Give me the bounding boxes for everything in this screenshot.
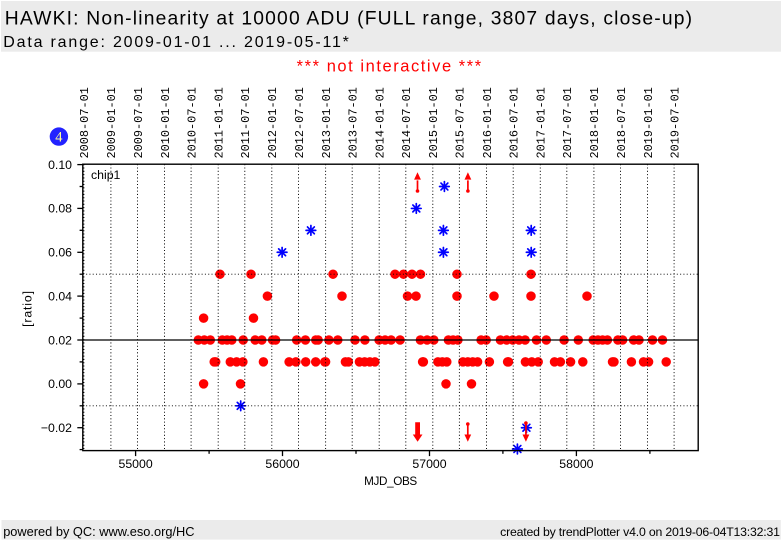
svg-text:0.10: 0.10 [48, 158, 72, 172]
svg-text:0.02: 0.02 [48, 333, 72, 347]
svg-text:2018-01-01: 2018-01-01 [588, 87, 602, 158]
svg-text:powered by QC: www.eso.org/HC: powered by QC: www.eso.org/HC [3, 524, 194, 539]
svg-text:0.00: 0.00 [48, 377, 72, 391]
svg-text:2010-01-01: 2010-01-01 [159, 87, 173, 158]
svg-text:0.06: 0.06 [48, 246, 72, 260]
svg-text:4: 4 [55, 130, 63, 146]
svg-text:2011-01-01: 2011-01-01 [213, 87, 227, 158]
svg-text:0.08: 0.08 [48, 202, 72, 216]
svg-text:2018-07-01: 2018-07-01 [615, 87, 629, 158]
svg-text:2017-07-01: 2017-07-01 [561, 87, 575, 158]
svg-text:−0.02: −0.02 [41, 421, 72, 435]
svg-text:2017-01-01: 2017-01-01 [535, 87, 549, 158]
svg-text:2008-07-01: 2008-07-01 [78, 87, 92, 158]
svg-text:2012-01-01: 2012-01-01 [266, 87, 280, 158]
svg-text:[ratio]: [ratio] [20, 290, 34, 327]
svg-text:55000: 55000 [118, 457, 152, 471]
svg-text:MJD_OBS: MJD_OBS [364, 475, 417, 488]
svg-text:Data range: 2009-01-01 ... 201: Data range: 2009-01-01 ... 2019-05-11* [3, 34, 350, 51]
svg-text:56000: 56000 [265, 457, 299, 471]
svg-text:2013-07-01: 2013-07-01 [347, 87, 361, 158]
svg-text:created by trendPlotter v4.0 o: created by trendPlotter v4.0 on 2019-06-… [500, 525, 780, 539]
svg-text:2016-01-01: 2016-01-01 [481, 87, 495, 158]
svg-text:57000: 57000 [412, 457, 446, 471]
svg-text:2009-01-01: 2009-01-01 [105, 87, 119, 158]
svg-text:2019-07-01: 2019-07-01 [668, 87, 682, 158]
svg-text:2019-01-01: 2019-01-01 [642, 87, 656, 158]
svg-text:2014-01-01: 2014-01-01 [374, 87, 388, 158]
svg-text:0.04: 0.04 [48, 289, 72, 303]
svg-text:2016-07-01: 2016-07-01 [508, 87, 522, 158]
svg-text:2012-07-01: 2012-07-01 [293, 87, 307, 158]
svg-text:*** not interactive ***: *** not interactive *** [297, 57, 483, 75]
svg-text:2010-07-01: 2010-07-01 [185, 87, 199, 158]
svg-text:2011-07-01: 2011-07-01 [239, 87, 253, 158]
svg-text:2014-07-01: 2014-07-01 [400, 87, 414, 158]
svg-text:2015-07-01: 2015-07-01 [454, 87, 468, 158]
svg-text:2009-07-01: 2009-07-01 [132, 87, 146, 158]
svg-text:58000: 58000 [559, 457, 593, 471]
svg-text:HAWKI: Non-linearity at 10000: HAWKI: Non-linearity at 10000 ADU (FULL … [5, 9, 694, 30]
svg-text:2013-01-01: 2013-01-01 [320, 87, 334, 158]
svg-text:2015-01-01: 2015-01-01 [427, 87, 441, 158]
svg-text:chip1: chip1 [91, 168, 121, 182]
